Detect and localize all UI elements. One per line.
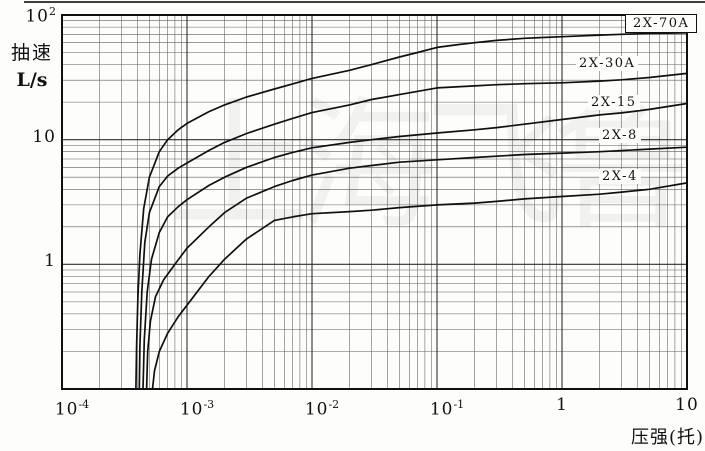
page-top-rule: [24, 1, 705, 3]
grid-minor-lines: [62, 15, 687, 389]
tick-exponent: -3: [203, 398, 215, 411]
y-tick-label: 10: [10, 127, 56, 147]
curve-2x-15: [142, 102, 688, 390]
tick-base: 10: [32, 126, 56, 147]
tick-exponent: 2: [49, 5, 56, 18]
x-tick-label: 10-1: [419, 394, 475, 420]
x-tick-label: 1: [534, 394, 590, 416]
curve-label-2x-8: 2X-8: [599, 128, 641, 143]
tick-base: 10: [54, 399, 79, 420]
curve-label-2x-70a: 2X-70A: [625, 14, 698, 33]
x-tick-label: 10-4: [44, 394, 100, 420]
tick-exponent: -2: [328, 398, 340, 411]
y-tick-label: 102: [10, 2, 56, 27]
curve-label-2x-4: 2X-4: [599, 169, 641, 184]
curve-label-2x-30a: 2X-30A: [576, 56, 639, 71]
curve-2x-30a: [138, 72, 688, 390]
curve-2x-70a: [135, 31, 688, 390]
tick-base: 10: [675, 395, 699, 415]
y-tick-label: 1: [10, 251, 56, 271]
x-tick-label: 10-3: [169, 394, 225, 420]
grid-major-lines: [62, 15, 687, 389]
x-axis-title: 压强(托): [630, 427, 704, 448]
tick-base: 1: [556, 395, 568, 415]
plot-frame: [61, 14, 688, 390]
x-tick-label: 10-2: [294, 394, 350, 420]
y-axis-unit: L/s: [16, 69, 48, 91]
curve-2x-4: [151, 182, 688, 390]
curve-2x-8: [145, 146, 688, 390]
curve-label-2x-15: 2X-15: [588, 95, 640, 110]
y-axis-title-cn: 抽速: [10, 42, 53, 64]
tick-base: 10: [304, 399, 329, 420]
tick-base: 10: [429, 399, 454, 420]
tick-base: 10: [179, 399, 204, 420]
y-axis-title: 抽速 L/s: [6, 38, 58, 91]
tick-base: 1: [44, 251, 56, 272]
tick-base: 10: [25, 6, 49, 27]
tick-exponent: -4: [78, 398, 90, 411]
x-tick-label: 10: [659, 394, 705, 416]
tick-exponent: -1: [453, 398, 465, 411]
